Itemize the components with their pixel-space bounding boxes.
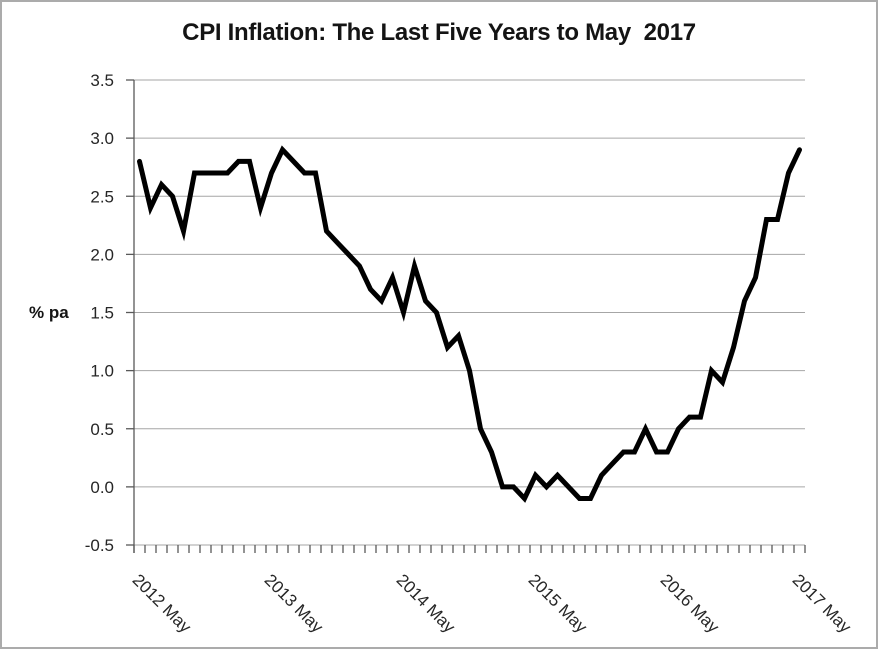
y-axis-tick-label: 0.0 — [90, 478, 114, 497]
y-axis-tick-label: 2.5 — [90, 187, 114, 206]
x-axis-tick-label: 2013 May — [261, 570, 328, 637]
y-axis-tick-label: -0.5 — [85, 536, 114, 555]
chart-title: CPI Inflation: The Last Five Years to Ma… — [182, 19, 696, 46]
cpi-line-series — [137, 145, 802, 503]
y-axis-title: % pa — [29, 303, 69, 322]
y-axis-tick-label: 1.0 — [90, 362, 114, 381]
x-axis-tick-label: 2014 May — [393, 570, 460, 637]
y-axis-tick-label: 1.5 — [90, 304, 114, 323]
y-axis-tick-label: 3.5 — [90, 71, 114, 90]
y-axis-tick-label: 2.0 — [90, 245, 114, 264]
x-axis-tick-label: 2017 May — [789, 570, 856, 637]
x-axis-tick-label: 2012 May — [129, 570, 196, 637]
x-axis-tick-label: 2015 May — [525, 570, 592, 637]
y-axis-tick-label: 3.0 — [90, 129, 114, 148]
y-axis-tick-label: 0.5 — [90, 420, 114, 439]
x-axis-tick-label: 2016 May — [657, 570, 724, 637]
